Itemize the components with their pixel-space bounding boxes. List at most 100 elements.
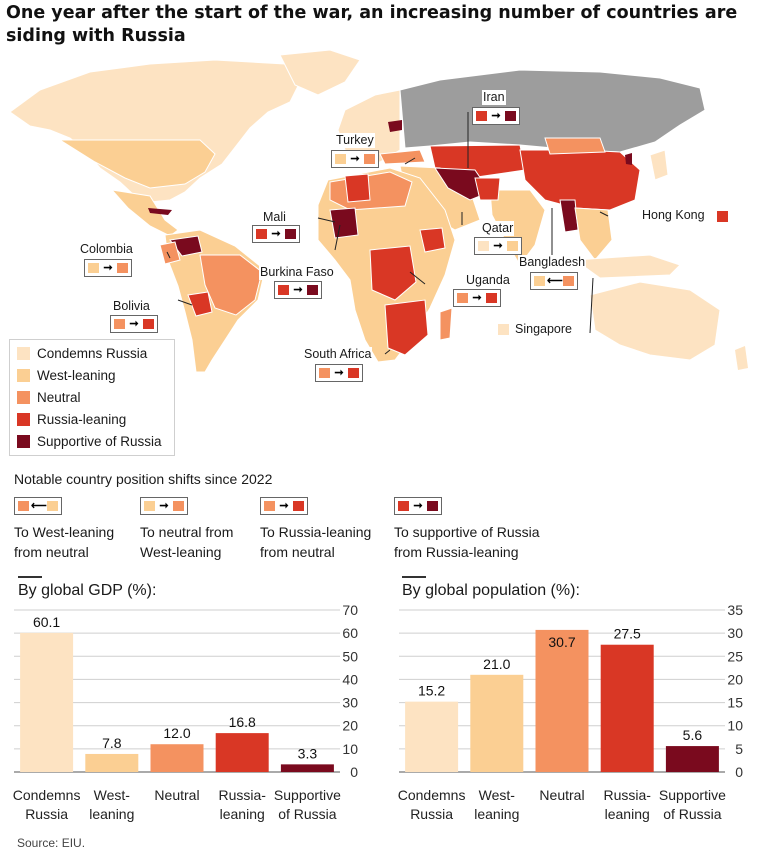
shift-supportive-from-russia-leaning: ➞ To supportive of Russia from Russia-le…: [394, 496, 564, 562]
label-colombia: Colombia: [79, 242, 134, 257]
label-bolivia: Bolivia: [112, 299, 151, 314]
shift-russia-leaning-from-neutral: ➞ To Russia-leaning from neutral: [260, 496, 395, 562]
gdp-bar-chart: 0 10 20 30 40 50 60 70 60.1 Condemns Russia 7.8 West…: [13, 602, 358, 822]
bar-value-label: 60.1: [33, 614, 60, 630]
legend-item: Condemns Russia: [17, 345, 147, 363]
y-tick-label: 30: [342, 695, 358, 711]
population-bar-chart: 0 5 10 15 20 25 30 35 15.2 Condemns Russia 21.0 West…: [398, 602, 743, 822]
greenland: [279, 50, 361, 96]
bar: [150, 744, 204, 772]
map-legend: Condemns Russia West-leaning Neutral Rus…: [9, 339, 175, 456]
y-tick-label: 40: [342, 671, 358, 687]
mongolia: [544, 137, 606, 155]
y-tick-label: 20: [342, 718, 358, 734]
category-label: leaning: [474, 806, 519, 822]
label-singapore: Singapore: [514, 322, 573, 337]
ethiopia: [419, 227, 446, 253]
bar-value-label: 5.6: [683, 727, 703, 743]
category-label: Russia: [410, 806, 453, 822]
mali: [329, 207, 359, 239]
y-tick-label: 70: [342, 602, 358, 618]
japan: [649, 149, 669, 181]
legend-swatch: [17, 369, 30, 382]
source-note: Source: EIU.: [17, 836, 86, 850]
legend-item: West-leaning: [17, 367, 116, 385]
category-label: Condemns: [13, 787, 81, 803]
bar: [85, 753, 139, 772]
indonesia: [573, 254, 681, 279]
bar: [535, 629, 589, 772]
category-label: Neutral: [154, 787, 199, 803]
legend-item: Supportive of Russia: [17, 433, 162, 451]
chip-mali: ➞: [252, 225, 300, 243]
category-label: Russia-: [218, 787, 266, 803]
bar-value-label: 7.8: [102, 735, 122, 751]
north-korea: [625, 153, 632, 165]
russia: [399, 69, 706, 153]
hong-kong-swatch: [717, 211, 728, 222]
label-hong-kong: Hong Kong: [641, 208, 706, 223]
southeast-asia: [574, 207, 613, 261]
bar-value-label: 30.7: [548, 634, 575, 650]
bar: [665, 746, 719, 772]
category-label: leaning: [605, 806, 650, 822]
legend-swatch: [17, 435, 30, 448]
colombia: [159, 241, 181, 265]
mexico: [110, 189, 179, 237]
category-label: of Russia: [278, 806, 337, 822]
category-label: Supportive: [274, 787, 341, 803]
usa: [58, 139, 216, 189]
y-tick-label: 20: [727, 671, 743, 687]
chip-colombia: ➞: [84, 259, 132, 277]
shift-chip: ⟵: [14, 497, 62, 515]
bar-value-label: 16.8: [229, 714, 256, 730]
chip-iran: ➞: [472, 107, 520, 125]
brazil: [199, 254, 263, 316]
label-burkina-faso: Burkina Faso: [259, 265, 335, 280]
chip-south-africa: ➞: [315, 364, 363, 382]
category-label: West-: [94, 787, 131, 803]
gdp-rule: [18, 576, 42, 578]
y-tick-label: 15: [727, 695, 743, 711]
gdp-chart-title: By global GDP (%):: [18, 582, 157, 599]
shift-west-from-neutral: ⟵ To West-leaning from neutral: [14, 496, 149, 562]
y-tick-label: 0: [350, 764, 358, 780]
category-label: Supportive: [659, 787, 726, 803]
label-mali: Mali: [262, 210, 287, 225]
new-zealand: [735, 346, 748, 370]
category-label: Condemns: [398, 787, 466, 803]
bolivia: [187, 291, 213, 317]
venezuela: [169, 235, 203, 257]
label-uganda: Uganda: [465, 273, 511, 288]
legend-swatch: [17, 391, 30, 404]
southern-africa: [384, 299, 429, 356]
shift-chip: ➞: [140, 497, 188, 515]
bar: [20, 632, 74, 772]
category-label: Russia: [25, 806, 68, 822]
bar-value-label: 21.0: [483, 656, 510, 672]
category-label: leaning: [89, 806, 134, 822]
label-iran: Iran: [482, 90, 506, 105]
y-tick-label: 5: [735, 741, 743, 757]
chart-title: One year after the start of the war, an …: [6, 3, 738, 46]
bar-value-label: 3.3: [298, 745, 318, 761]
label-qatar: Qatar: [481, 221, 515, 236]
label-south-africa: South Africa: [303, 347, 373, 362]
cuba: [148, 208, 172, 215]
label-turkey: Turkey: [335, 133, 375, 148]
bar: [405, 701, 459, 772]
y-tick-label: 25: [727, 648, 743, 664]
bar-value-label: 12.0: [163, 725, 190, 741]
y-tick-label: 30: [727, 625, 743, 641]
chip-burkina-faso: ➞: [274, 281, 322, 299]
y-tick-label: 0: [735, 764, 743, 780]
y-tick-label: 50: [342, 648, 358, 664]
chip-bangladesh: ⟵: [530, 272, 578, 290]
category-label: West-: [479, 787, 516, 803]
chip-uganda: ➞: [453, 289, 501, 307]
chip-qatar: ➞: [474, 237, 522, 255]
turkey: [379, 149, 426, 165]
chip-turkey: ➞: [331, 150, 379, 168]
australia: [589, 281, 721, 361]
bar-value-label: 15.2: [418, 683, 445, 699]
